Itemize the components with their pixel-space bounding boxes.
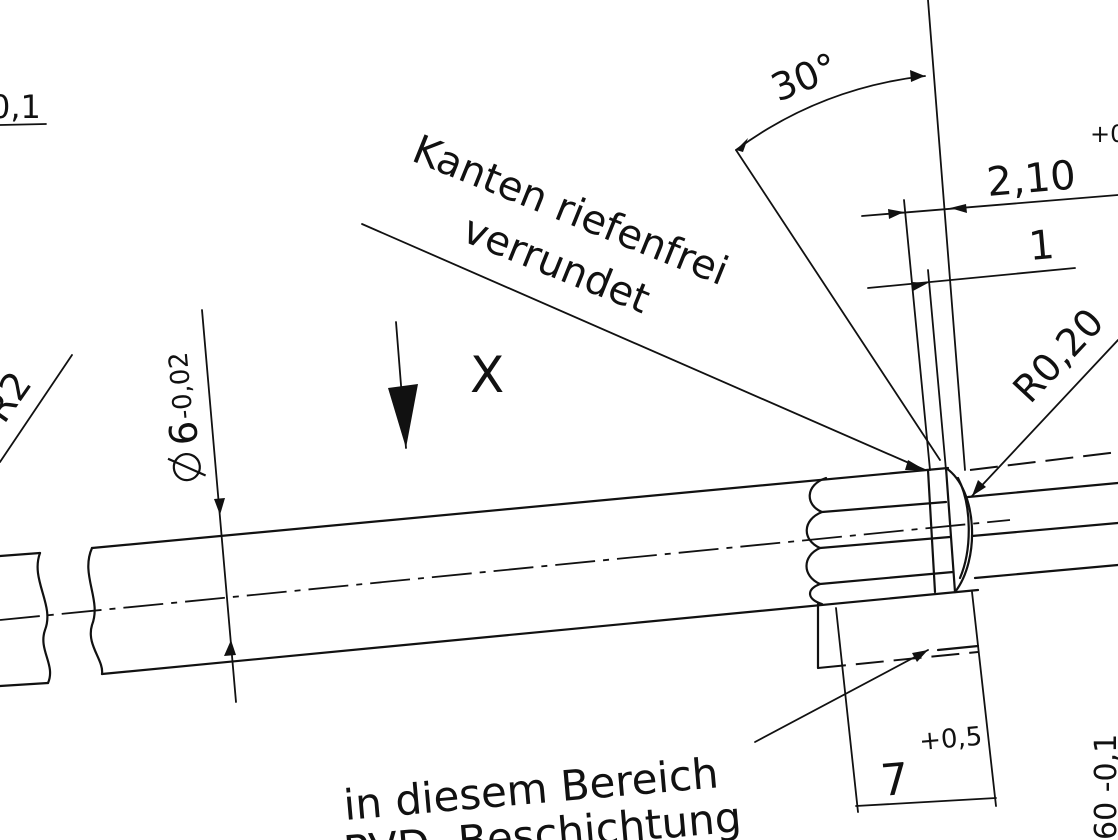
view-arrow-icon: [388, 384, 418, 448]
text-labels: Kanten riefenfrei verrundet in diesem Be…: [0, 44, 1118, 840]
dimension-lines: [0, 0, 1118, 813]
dim-7-tolerance: +0,5: [918, 722, 984, 757]
dim-r020-label: R0,20: [1004, 300, 1112, 411]
dim-7-label: 7: [879, 754, 911, 807]
dim-diameter-label: 6: [161, 419, 207, 447]
dim-diameter-group: 6 -0,02: [161, 351, 207, 482]
partial-right-edge-label: 60 -0,1: [1089, 734, 1118, 840]
dim-r2-label: R2: [0, 363, 40, 430]
diameter-symbol-icon: [172, 452, 201, 482]
dim-210-tolerance: +0: [1090, 120, 1118, 148]
shaft-outline: [0, 466, 1011, 688]
diameter-slash: [167, 457, 207, 477]
dim-210-label: 2,10: [985, 152, 1078, 206]
dim-angle-label: 30°: [765, 44, 844, 110]
view-marker-label: X: [470, 346, 504, 404]
dim-diameter-tolerance: -0,02: [164, 351, 200, 421]
dim-1-label: 1: [1027, 222, 1056, 270]
tip-detail: [805, 451, 1118, 670]
partial-top-left-label: 0,1: [0, 88, 41, 126]
